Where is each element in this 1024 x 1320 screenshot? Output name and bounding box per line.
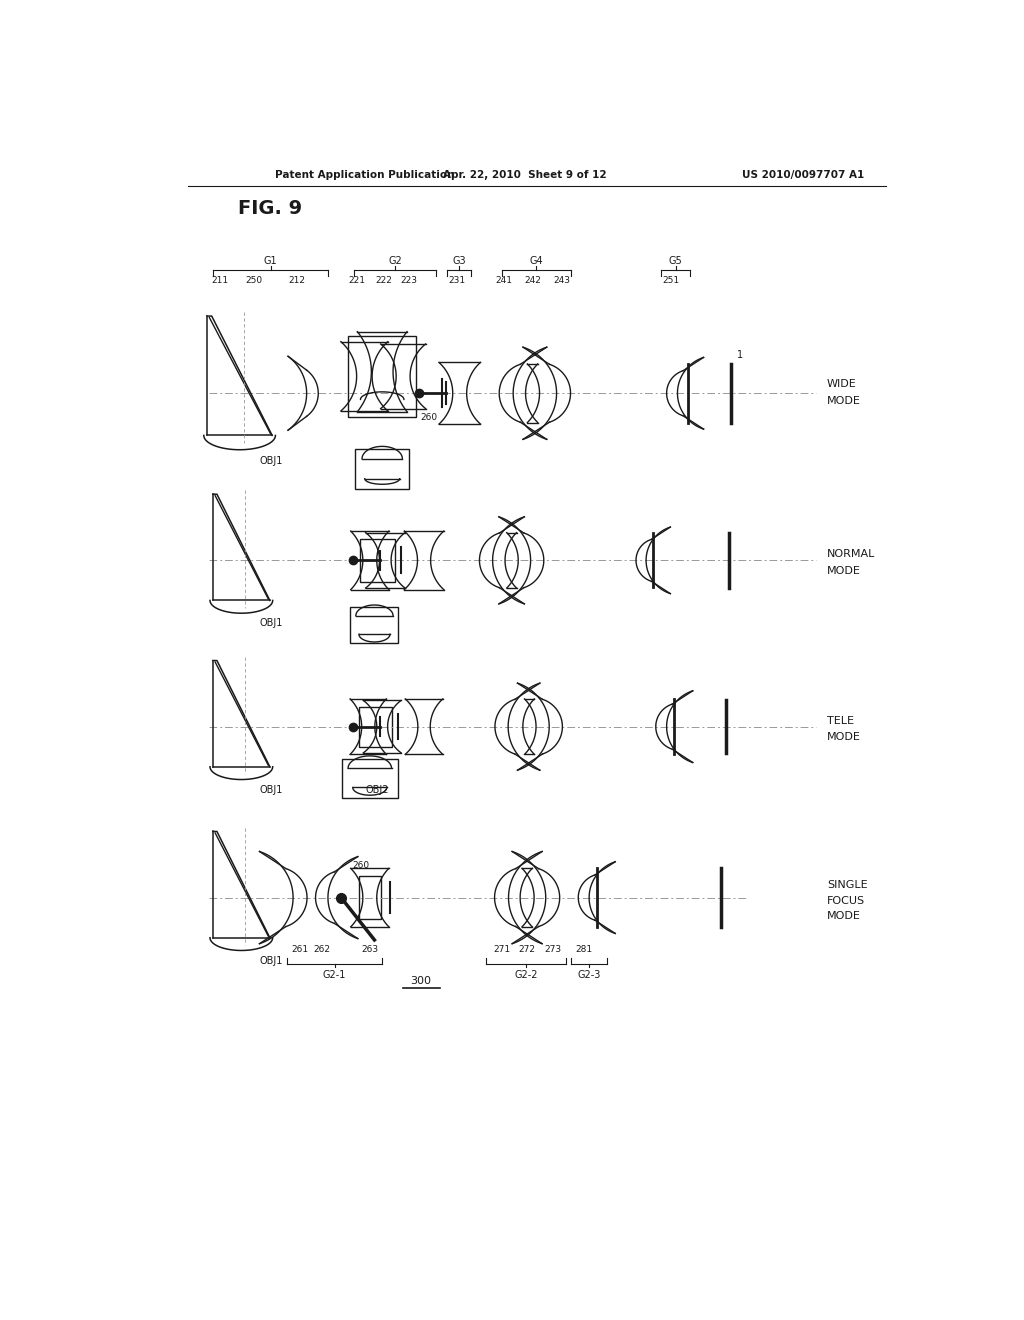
Text: US 2010/0097707 A1: US 2010/0097707 A1: [742, 170, 864, 181]
Text: 272: 272: [518, 945, 536, 954]
Bar: [355, 449, 410, 488]
Text: OBJ1: OBJ1: [260, 455, 283, 466]
Text: G2: G2: [388, 256, 402, 265]
Text: 260: 260: [420, 413, 437, 422]
Text: OBJ1: OBJ1: [260, 619, 283, 628]
Text: 223: 223: [400, 276, 417, 285]
Text: 211: 211: [211, 276, 228, 285]
Text: 1: 1: [737, 350, 743, 360]
Text: MODE: MODE: [827, 911, 861, 921]
Bar: [350, 607, 398, 643]
Bar: [359, 706, 391, 747]
Text: OBJ1: OBJ1: [260, 956, 283, 966]
Text: TELE: TELE: [827, 715, 854, 726]
Text: 222: 222: [376, 276, 392, 285]
Text: 250: 250: [245, 276, 262, 285]
Text: G4: G4: [529, 256, 544, 265]
Text: Patent Application Publication: Patent Application Publication: [275, 170, 455, 181]
Text: 263: 263: [361, 945, 378, 954]
Text: 243: 243: [554, 276, 570, 285]
Text: G2-3: G2-3: [578, 970, 601, 979]
Text: MODE: MODE: [827, 566, 861, 576]
Text: 212: 212: [289, 276, 305, 285]
Text: G3: G3: [453, 256, 466, 265]
Text: 241: 241: [496, 276, 512, 285]
Text: 261: 261: [292, 945, 308, 954]
Bar: [360, 539, 395, 582]
Text: FOCUS: FOCUS: [827, 896, 865, 906]
Text: G1: G1: [264, 256, 278, 265]
Text: MODE: MODE: [827, 396, 861, 407]
Text: MODE: MODE: [827, 733, 861, 742]
Bar: [359, 876, 381, 919]
Text: SINGLE: SINGLE: [827, 880, 867, 890]
Text: FIG. 9: FIG. 9: [238, 199, 302, 218]
Text: Apr. 22, 2010  Sheet 9 of 12: Apr. 22, 2010 Sheet 9 of 12: [443, 170, 606, 181]
Text: NORMAL: NORMAL: [827, 549, 876, 560]
Text: 281: 281: [575, 945, 592, 954]
Text: G5: G5: [669, 256, 682, 265]
Text: 242: 242: [524, 276, 541, 285]
Text: WIDE: WIDE: [827, 379, 857, 389]
Text: 271: 271: [493, 945, 510, 954]
Bar: [348, 335, 417, 417]
Text: 231: 231: [449, 276, 466, 285]
Text: 262: 262: [313, 945, 331, 954]
Text: OBJ1: OBJ1: [260, 785, 283, 795]
Text: 251: 251: [662, 276, 679, 285]
Text: 273: 273: [544, 945, 561, 954]
Text: 221: 221: [348, 276, 366, 285]
Text: 260: 260: [352, 861, 369, 870]
Text: G2-1: G2-1: [323, 970, 346, 979]
Bar: [342, 759, 397, 797]
Text: G2-2: G2-2: [514, 970, 538, 979]
Text: 300: 300: [411, 975, 431, 986]
Text: OBJ2: OBJ2: [366, 785, 389, 795]
